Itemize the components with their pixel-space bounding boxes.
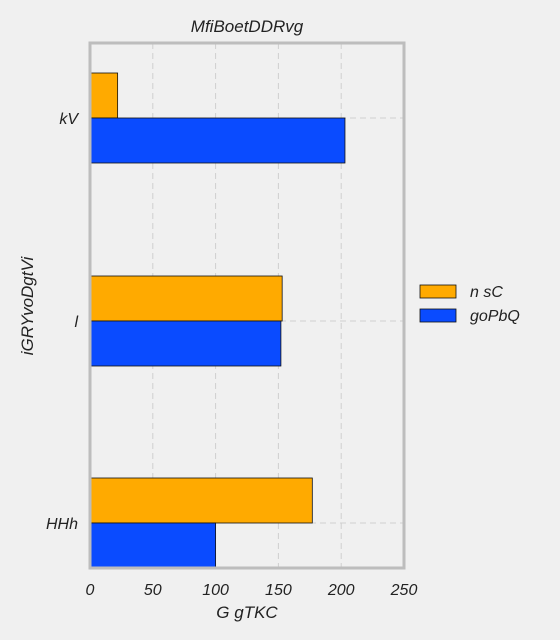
y-tick-labels: HHh l kV: [46, 111, 79, 533]
bar-l-series-2: [89, 320, 282, 367]
legend-swatch: [419, 308, 457, 323]
x-tick-labels: 0 50 100 150 200 250: [86, 582, 418, 599]
x-tick-label: 50: [144, 582, 162, 599]
x-tick-label: 100: [202, 582, 229, 599]
x-tick-label: 200: [327, 582, 355, 599]
bar-kv-series-1: [89, 72, 119, 119]
legend: n sC goPbQ: [419, 284, 520, 325]
x-tick-label: 150: [265, 582, 292, 599]
y-axis-label: iGRYvoDgtVi: [18, 255, 37, 355]
x-axis-label: G gTKC: [216, 603, 278, 622]
legend-label: n sC: [470, 284, 503, 301]
bar-hhh-series-1: [89, 477, 313, 524]
legend-swatch: [419, 284, 457, 299]
bar-hhh-series-2: [89, 522, 216, 569]
y-tick-label: l: [74, 314, 78, 331]
plot-frame: [88, 41, 406, 570]
bars: [89, 72, 346, 569]
y-tick-label: HHh: [46, 516, 78, 533]
bar-kv-series-2: [89, 117, 346, 164]
y-tick-label: kV: [59, 111, 79, 128]
x-tick-label: 0: [86, 582, 95, 599]
x-tick-label: 250: [390, 582, 418, 599]
legend-label: goPbQ: [470, 308, 520, 325]
bar-l-series-1: [89, 275, 283, 322]
chart-title: MfiBoetDDRvg: [191, 17, 304, 36]
